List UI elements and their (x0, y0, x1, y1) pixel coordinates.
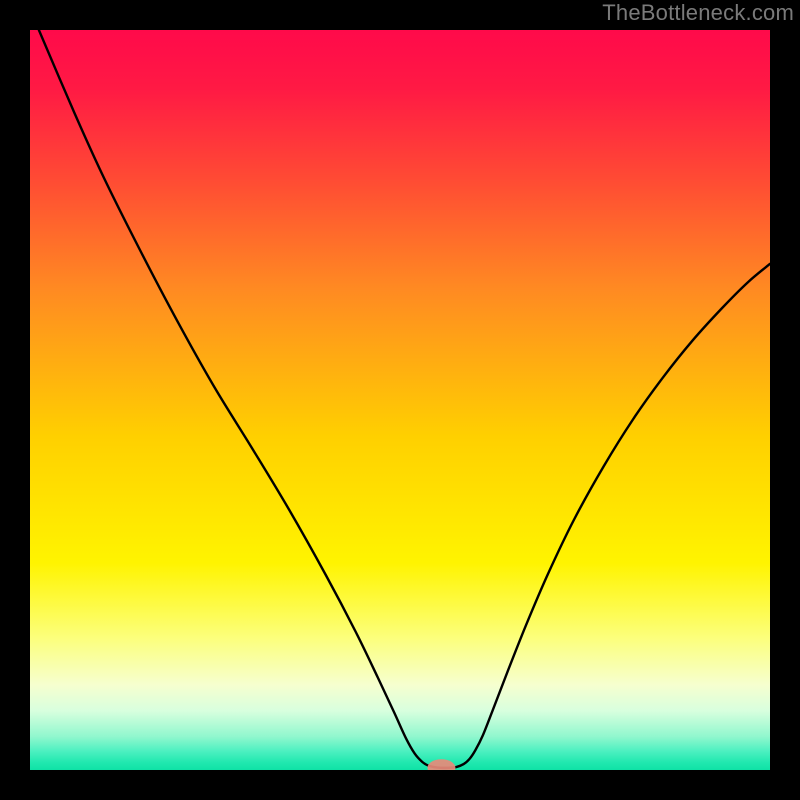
bottleneck-v-curve-chart (0, 0, 800, 800)
chart-stage: TheBottleneck.com (0, 0, 800, 800)
gradient-background (30, 30, 770, 770)
